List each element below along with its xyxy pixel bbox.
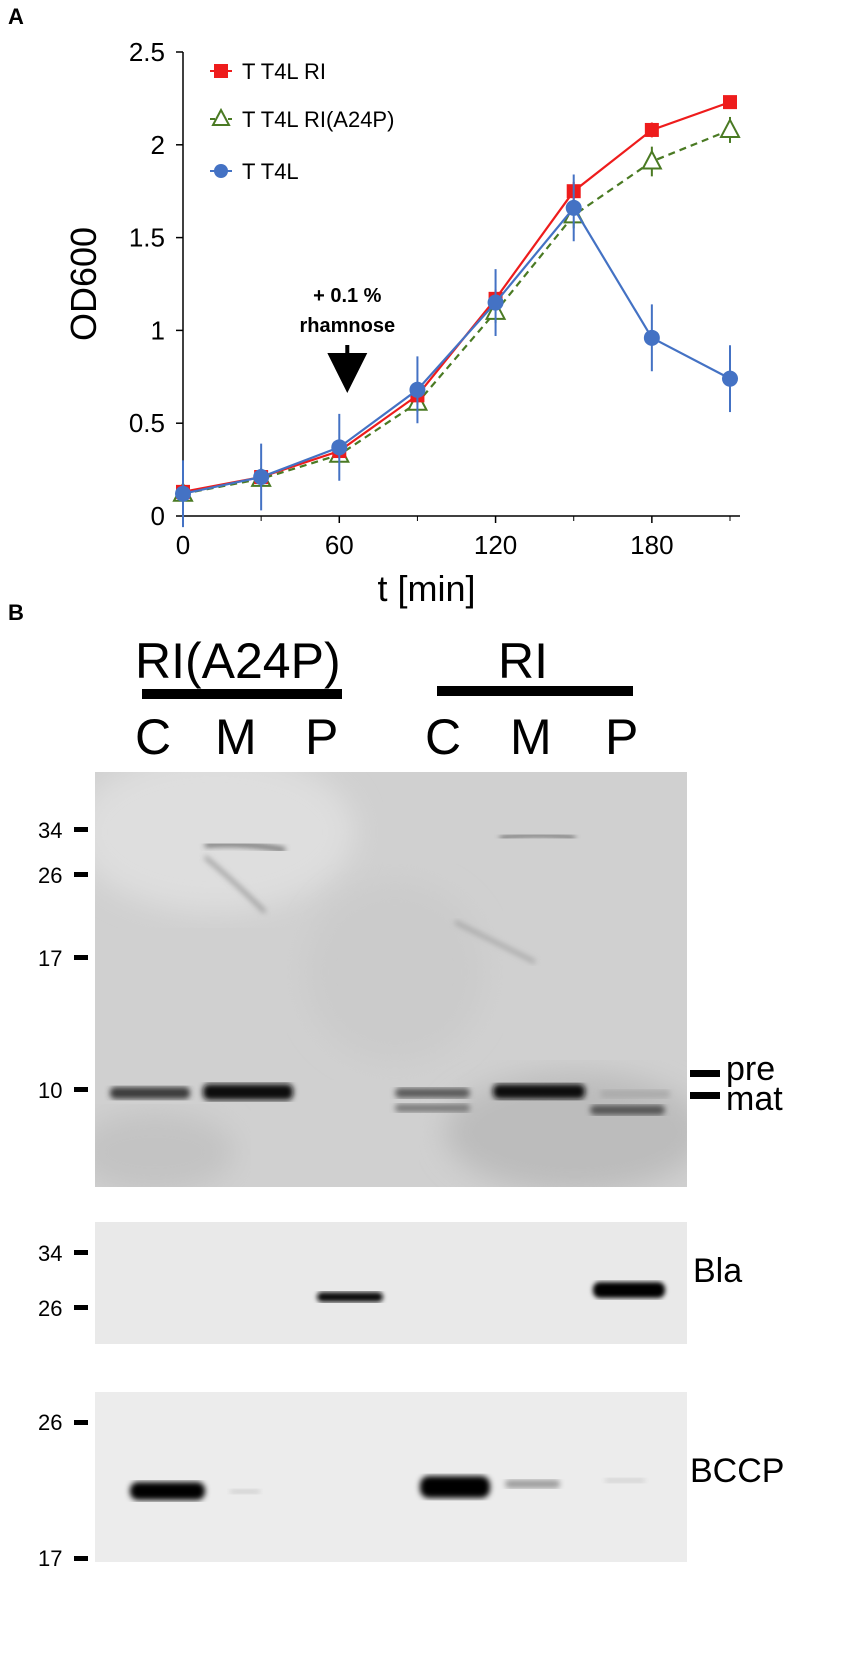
legend-marker-circle	[214, 164, 228, 178]
blot-bla-bands	[317, 1282, 665, 1302]
mw-marker-17: 17	[38, 946, 63, 971]
series-line	[182, 206, 731, 495]
mat-band-tick	[690, 1092, 720, 1099]
legend-label: T T4L RI	[242, 59, 326, 84]
lane-label-c: C	[425, 709, 462, 765]
mw-tick	[74, 1250, 88, 1255]
legend-marker-square	[214, 64, 228, 78]
group-bar-ri-a24p	[142, 689, 342, 699]
y-tick-label: 1	[151, 315, 165, 345]
bccp-label: BCCP	[690, 1452, 785, 1490]
data-point-circle	[487, 294, 504, 311]
lane-label-c: C	[135, 709, 172, 765]
series-line	[182, 128, 731, 495]
x-axis-label: t [min]	[377, 568, 475, 609]
mw-marker-17: 17	[38, 1546, 63, 1571]
annotation-line-2: rhamnose	[299, 315, 395, 337]
bla-label: Bla	[693, 1252, 743, 1290]
western-blot-main	[75, 752, 705, 1192]
mw-marker-34: 34	[38, 818, 63, 843]
lane-label-m: M	[215, 709, 257, 765]
y-tick-label: 0	[151, 501, 165, 531]
x-tick-label: 0	[176, 530, 190, 560]
data-point-circle	[643, 329, 660, 346]
lane-label-p: P	[605, 709, 639, 765]
lane-label-p: P	[305, 709, 339, 765]
mat-band-label: mat	[726, 1080, 783, 1118]
blot-main-bands	[75, 752, 705, 1192]
western-blot-bccp	[95, 1392, 687, 1562]
mw-marker-26: 26	[38, 1410, 63, 1435]
data-point-square	[723, 95, 737, 110]
mw-tick	[74, 827, 88, 832]
y-tick-label: 2.5	[129, 37, 165, 67]
data-point-circle	[409, 381, 426, 398]
growth-curve-chart: 0 0.5 1 1.5 2 2.5 0 60 120 180 t [min] OD600 T T4L …	[63, 37, 741, 609]
data-point-circle	[253, 469, 270, 486]
mw-tick	[74, 1305, 88, 1310]
data-point-circle	[331, 439, 348, 456]
legend-marker-triangle	[211, 107, 231, 126]
mw-tick	[74, 1556, 88, 1561]
y-tick-label: 2	[151, 130, 165, 160]
y-tick-label: 1.5	[129, 223, 165, 253]
lane-label-m: M	[510, 709, 552, 765]
group-bar-ri	[437, 686, 633, 696]
legend-label: T T4L RI(A24P)	[242, 107, 394, 132]
data-point-circle	[722, 370, 738, 387]
annotation-line-1: + 0.1 %	[313, 285, 382, 307]
group-label-ri-a24p: RI(A24P)	[135, 633, 341, 689]
data-point-triangle	[719, 117, 741, 138]
x-tick-label: 180	[630, 530, 673, 560]
mw-tick	[74, 1420, 88, 1425]
mw-marker-26: 26	[38, 1296, 63, 1321]
group-label-ri: RI	[498, 633, 548, 689]
pre-band-tick	[690, 1070, 720, 1077]
mw-tick	[74, 1087, 88, 1092]
y-tick-label: 0.5	[129, 408, 165, 438]
panel-a-label: A	[8, 4, 24, 29]
mw-marker-34: 34	[38, 1241, 63, 1266]
mw-tick	[74, 872, 88, 877]
data-point-circle	[565, 199, 582, 216]
data-point-circle	[175, 485, 191, 502]
data-point-square	[644, 122, 659, 137]
mw-marker-26: 26	[38, 863, 63, 888]
data-point-triangle	[641, 149, 663, 170]
pre-band-label: pre	[726, 1050, 776, 1088]
mw-marker-10: 10	[38, 1078, 63, 1103]
x-tick-label: 120	[474, 530, 517, 560]
western-blot-bla	[95, 1222, 687, 1344]
mw-tick	[74, 955, 88, 960]
y-axis-label: OD600	[63, 227, 104, 341]
blot-bccp-bands	[130, 1476, 645, 1500]
legend-label: T T4L	[242, 159, 299, 184]
panel-b-label: B	[8, 600, 24, 625]
x-tick-label: 60	[325, 530, 354, 560]
